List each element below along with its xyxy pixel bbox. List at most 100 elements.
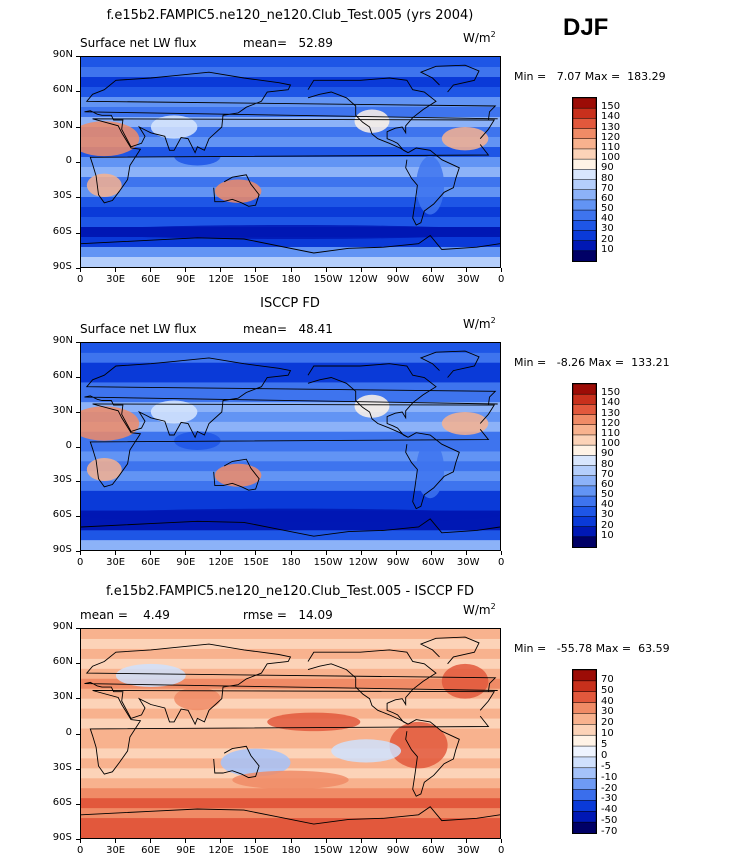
colorbar-swatch xyxy=(572,465,597,477)
y-tick-mark xyxy=(76,803,80,805)
panel-title: ISCCP FD xyxy=(260,296,320,311)
panel-left-label: mean = 4.49 xyxy=(80,608,170,622)
heat-band xyxy=(81,530,500,541)
x-tick-label: 150W xyxy=(313,274,343,285)
map-svg xyxy=(80,629,501,839)
x-tick-label: 150W xyxy=(313,557,343,568)
colorbar-swatch xyxy=(572,734,597,747)
y-tick-label: 30N xyxy=(52,119,74,131)
colorbar-swatch xyxy=(572,713,597,726)
colorbar-swatch xyxy=(572,821,597,834)
heat-blob xyxy=(354,394,390,418)
y-tick-label: 90N xyxy=(52,335,74,346)
min-max-label: Min = -55.78 Max = 63.59 xyxy=(514,642,670,655)
heat-band xyxy=(81,87,500,98)
x-tick-mark xyxy=(115,268,117,272)
colorbar-swatch xyxy=(572,526,597,538)
heat-band xyxy=(81,678,500,690)
x-tick-label: 90W xyxy=(386,274,410,285)
y-tick-mark xyxy=(76,91,80,93)
x-tick-mark xyxy=(395,839,397,843)
panel-left-label: Surface net LW flux xyxy=(80,36,197,50)
heat-band xyxy=(81,798,500,809)
x-tick-mark xyxy=(115,839,117,843)
heat-band xyxy=(81,490,500,502)
coastline-antarctica xyxy=(80,234,501,254)
colorbar-label: 10 xyxy=(601,728,614,740)
x-tick-mark xyxy=(430,268,432,272)
colorbar-swatch xyxy=(572,536,597,548)
coastline-australia xyxy=(213,174,260,207)
x-tick-mark xyxy=(430,551,432,555)
y-tick-mark xyxy=(76,268,80,269)
heat-band xyxy=(81,441,500,453)
colorbar-label: 80 xyxy=(601,458,614,470)
y-tick-mark xyxy=(76,126,80,128)
heat-band xyxy=(81,362,500,374)
map-svg xyxy=(69,57,501,268)
y-tick-label: 60N xyxy=(52,369,74,381)
heat-band xyxy=(81,372,500,384)
colorbar-label: 70 xyxy=(601,468,614,480)
heat-blob xyxy=(115,663,186,688)
colorbar-label: 40 xyxy=(601,499,614,511)
heat-band xyxy=(81,247,500,258)
x-tick-label: 90E xyxy=(176,274,196,285)
x-tick-mark xyxy=(150,551,152,555)
heat-blob xyxy=(331,739,402,763)
map-plot xyxy=(69,56,501,268)
x-tick-mark xyxy=(220,551,222,555)
colorbar-swatch xyxy=(572,680,597,693)
heat-band xyxy=(81,187,500,198)
heat-band xyxy=(81,257,500,268)
y-tick-label: 0 xyxy=(65,155,72,166)
colorbar-label: 30 xyxy=(601,223,614,235)
x-tick-label: 0 xyxy=(77,274,84,285)
heat-band xyxy=(81,698,500,710)
coastline-north-america xyxy=(307,649,437,725)
colorbar-label: 120 xyxy=(601,417,621,429)
heat-band xyxy=(81,638,500,650)
panel-stat: mean= 48.41 xyxy=(243,322,333,336)
y-tick-label: 30N xyxy=(52,691,74,703)
heat-band xyxy=(81,117,500,128)
y-tick-label: 90N xyxy=(52,621,74,632)
heat-band xyxy=(81,688,500,700)
heat-band xyxy=(81,629,500,640)
heat-blob xyxy=(441,663,489,699)
colorbar xyxy=(572,383,597,548)
colorbar-swatch xyxy=(572,811,597,823)
x-tick-label: 0 xyxy=(77,557,84,568)
colorbar-label: 10 xyxy=(601,529,614,541)
heat-band xyxy=(81,127,500,138)
colorbar-swatch xyxy=(572,128,597,140)
colorbar-swatch xyxy=(572,516,597,528)
x-tick-mark xyxy=(290,268,292,272)
x-tick-mark xyxy=(185,839,187,843)
coastline-australia xyxy=(213,458,260,491)
x-tick-mark xyxy=(325,551,327,555)
x-tick-label: 60E xyxy=(141,274,161,285)
heat-blob xyxy=(267,712,361,732)
coastline-south-america xyxy=(405,432,460,510)
y-tick-mark xyxy=(76,481,80,483)
x-tick-label: 120E xyxy=(208,557,234,568)
units-label: W/m2 xyxy=(463,602,496,617)
heat-band xyxy=(81,392,500,403)
y-tick-mark xyxy=(76,342,80,343)
colorbar-label: 140 xyxy=(601,111,621,123)
coastline-greenland xyxy=(419,350,480,378)
coastline-australia xyxy=(213,745,260,779)
x-tick-mark xyxy=(150,268,152,272)
y-tick-mark xyxy=(76,551,80,552)
colorbar-swatch xyxy=(572,444,597,457)
x-tick-label: 150E xyxy=(243,557,269,568)
x-tick-mark xyxy=(290,551,292,555)
y-tick-mark xyxy=(76,628,80,629)
heat-band xyxy=(81,343,500,354)
heat-band xyxy=(81,788,500,799)
y-tick-label: 60S xyxy=(52,225,72,237)
coastline-europe-asia xyxy=(84,643,498,726)
coastline-greenland xyxy=(419,636,480,665)
colorbar-swatch xyxy=(572,199,597,211)
